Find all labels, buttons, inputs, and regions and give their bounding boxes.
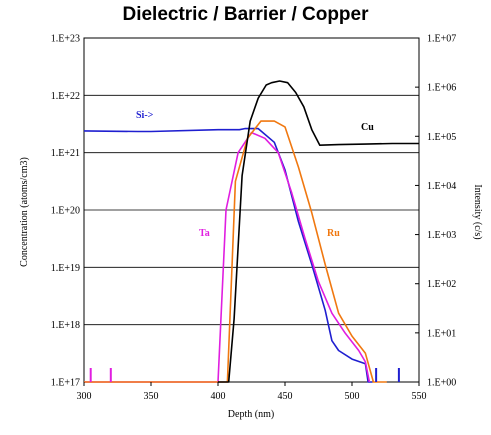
y-right-tick-label: 1.E+00 <box>427 378 456 389</box>
y-left-tick-label: 1.E+17 <box>51 378 80 389</box>
y-axis-left-label: Concentration (atoms/cm3) <box>19 157 30 267</box>
x-axis-label: Depth (nm) <box>228 409 274 420</box>
y-right-tick-label: 1.E+05 <box>427 132 456 143</box>
series-label-ru: Ru <box>327 228 340 239</box>
series-labels: Si-> Ta Ru Cu <box>136 110 374 239</box>
y-right-tick-label: 1.E+06 <box>427 83 456 94</box>
series-line-ta <box>84 131 371 383</box>
series-line-ru <box>84 120 387 383</box>
y-left-tick-label: 1.E+19 <box>51 263 80 274</box>
series-label-si: Si-> <box>136 110 154 121</box>
x-tick-label: 300 <box>77 391 92 402</box>
x-tick-label: 400 <box>211 391 226 402</box>
y-left-tick-label: 1.E+20 <box>51 206 80 217</box>
y-right-tick-label: 1.E+01 <box>427 328 456 339</box>
gridlines <box>84 94 419 326</box>
series-line-si <box>83 127 373 383</box>
baseline-markers <box>89 368 400 382</box>
series-group <box>83 80 419 383</box>
x-tick-label: 550 <box>412 391 427 402</box>
y-right-tick-label: 1.E+07 <box>427 34 456 45</box>
tick-labels: 300 350 400 450 500 550 1.E+17 1.E+18 1.E+19 1.E+… <box>51 34 457 403</box>
chart-title: Dielectric / Barrier / Copper <box>122 4 369 25</box>
x-tick-label: 500 <box>345 391 360 402</box>
x-tick-label: 350 <box>144 391 159 402</box>
plot-frame <box>83 37 420 383</box>
y-axis-right-label: Intensity (c/s) <box>472 184 483 239</box>
y-left-tick-label: 1.E+21 <box>51 148 80 159</box>
y-left-tick-label: 1.E+22 <box>51 91 80 102</box>
y-right-tick-label: 1.E+04 <box>427 181 456 192</box>
series-line-cu <box>218 80 419 383</box>
y-right-tick-label: 1.E+03 <box>427 230 456 241</box>
y-left-tick-label: 1.E+23 <box>51 34 80 45</box>
series-label-cu: Cu <box>361 122 374 133</box>
series-label-ta: Ta <box>199 228 210 239</box>
x-tick-label: 450 <box>278 391 293 402</box>
y-left-tick-label: 1.E+18 <box>51 320 80 331</box>
y-right-tick-label: 1.E+02 <box>427 279 456 290</box>
